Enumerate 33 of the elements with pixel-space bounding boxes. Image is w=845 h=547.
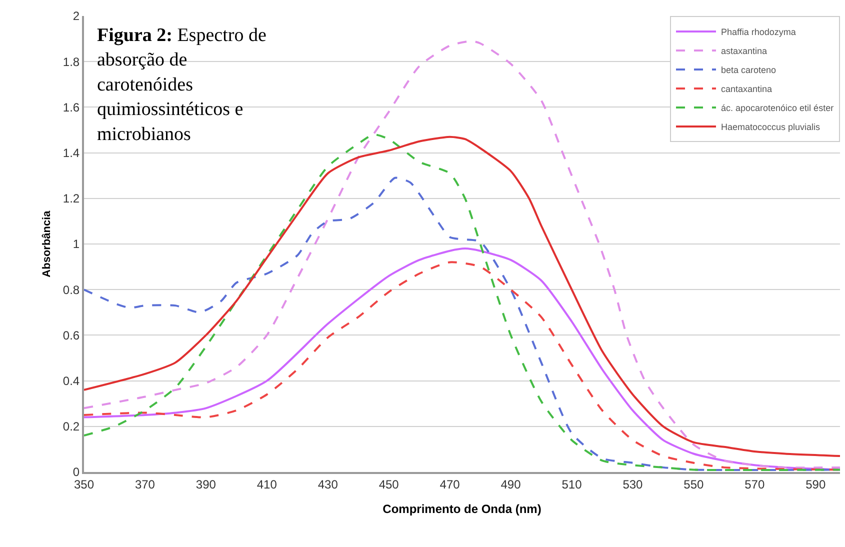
x-tick-label: 390: [196, 477, 216, 492]
y-tick-label: 1.6: [62, 100, 80, 114]
x-tick-label: 350: [74, 477, 94, 492]
text: Figura 2: Espectro de absorção de carotenóides quimiossintéticos e microbianos: [97, 25, 266, 145]
legend-label: cantaxantina: [721, 84, 772, 94]
x-tick-label: 410: [256, 477, 278, 492]
y-tick-label: 1.8: [62, 54, 80, 69]
legend-label: astaxantina: [721, 46, 768, 56]
x-tick-label: 590: [806, 477, 826, 492]
x-axis-title: Comprimento de Onda (nm): [382, 502, 542, 516]
x-tick-label: 450: [378, 477, 400, 492]
y-tick-label: 1.4: [62, 146, 80, 160]
y-tick-label: 1: [72, 237, 80, 252]
y-tick-label: 1.2: [62, 192, 80, 206]
legend-label: beta caroteno: [721, 65, 776, 76]
x-tick-label: 470: [440, 477, 460, 492]
y-tick-label: 0.6: [62, 328, 80, 342]
legend-label: ác. apocarotenóico etil éster: [721, 103, 834, 114]
legend-label: Haematococcus pluvialis: [721, 122, 821, 132]
x-tick-label: 570: [744, 477, 765, 492]
x-tick-label: 510: [562, 477, 582, 492]
y-tick-label: 0.2: [62, 420, 80, 434]
x-tick-label: 530: [622, 477, 644, 492]
y-axis-title: Absorbância: [41, 210, 54, 278]
x-tick-label: 550: [684, 477, 704, 492]
x-tick-label: 490: [500, 477, 522, 492]
y-tick-label: 0.4: [62, 374, 80, 388]
x-tick-label: 430: [318, 477, 338, 492]
legend-label: Phaffia rhodozyma: [721, 27, 796, 38]
y-tick-label: 0.8: [62, 282, 80, 297]
y-tick-label: 0: [72, 465, 80, 480]
y-tick-label: 2: [72, 9, 80, 24]
x-tick-label: 370: [134, 477, 156, 492]
